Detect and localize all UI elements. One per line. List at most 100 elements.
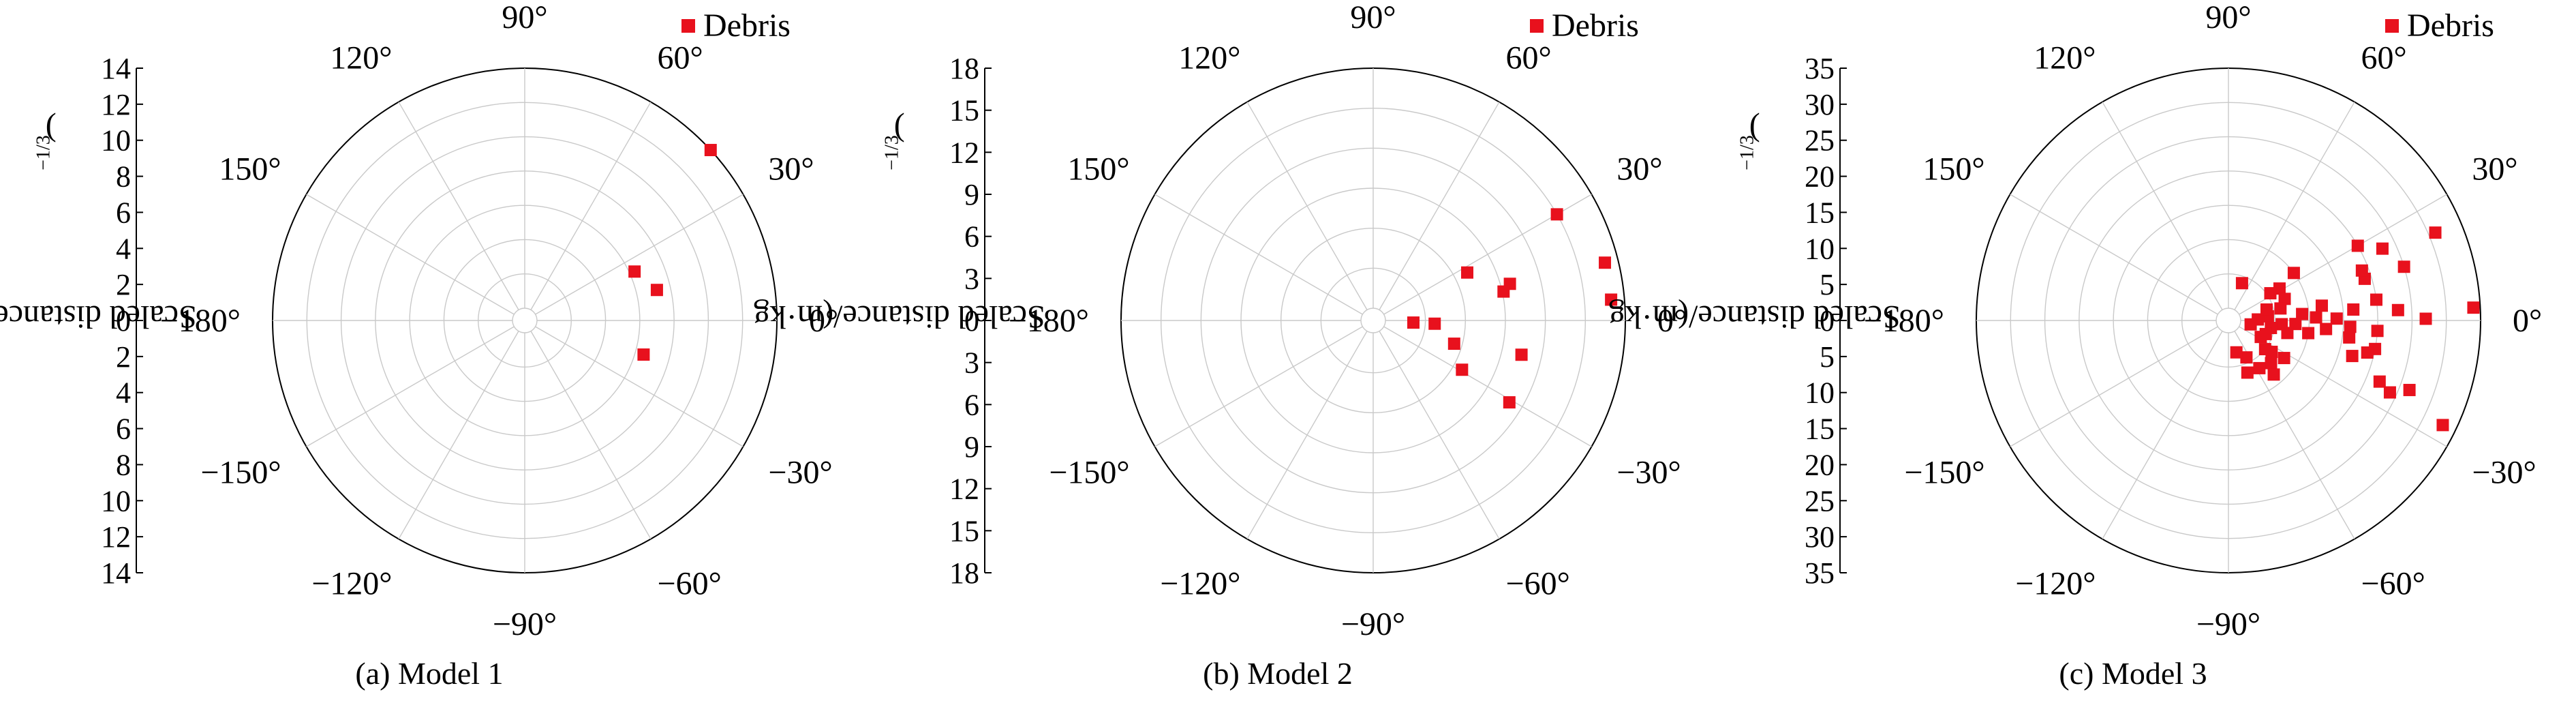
debris-point <box>2315 299 2328 312</box>
legend-label: Debris <box>1552 8 1639 44</box>
grid-spoke <box>1154 326 1363 447</box>
y-axis-label: Scaled distance/(m·kg−1/3) <box>0 112 197 335</box>
radius-tick-label: 6 <box>964 220 979 254</box>
debris-point <box>2267 368 2280 381</box>
legend-label: Debris <box>2407 8 2494 44</box>
radius-tick-label: 20 <box>1805 448 1835 481</box>
angle-tick-label: 150° <box>219 151 281 188</box>
legend: Debris <box>1530 5 1639 46</box>
debris-point <box>2240 351 2253 364</box>
angle-tick-label: −90° <box>2196 606 2260 642</box>
debris-point <box>2258 343 2271 356</box>
angle-tick-label: 0° <box>2513 303 2542 339</box>
radius-tick-label: 35 <box>1805 556 1835 590</box>
debris-point <box>2429 226 2442 239</box>
angle-tick-label: −150° <box>1904 455 1984 491</box>
grid-spoke <box>1246 102 1368 310</box>
angle-tick-label: −120° <box>311 565 392 601</box>
radius-tick-label: 8 <box>116 160 131 194</box>
angle-tick-label: −180° <box>1009 303 1089 339</box>
angle-tick-label: 60° <box>2361 40 2407 76</box>
debris-point <box>2264 287 2277 300</box>
radius-tick-label: 12 <box>101 520 131 554</box>
debris-point <box>2244 318 2257 331</box>
angle-tick-label: −30° <box>2472 455 2536 491</box>
radius-tick-label: 20 <box>1805 160 1835 194</box>
grid-spoke <box>306 326 515 447</box>
radius-tick-label: 6 <box>116 413 131 446</box>
debris-point <box>1605 293 1618 306</box>
debris-point <box>2371 325 2384 338</box>
grid-spoke <box>1154 194 1363 315</box>
debris-point <box>2373 375 2386 388</box>
debris-point <box>628 265 641 278</box>
angle-tick-label: −30° <box>1616 455 1681 491</box>
y-axis-label: Scaled distance/(m·kg−1/3) <box>1609 112 1901 335</box>
grid-ring <box>1360 308 1386 333</box>
legend-label: Debris <box>703 8 791 44</box>
radius-tick-label: 8 <box>116 448 131 481</box>
angle-tick-label: −60° <box>1506 565 1570 601</box>
grid-spoke <box>530 331 651 539</box>
debris-point <box>1503 396 1516 409</box>
debris-point <box>2241 366 2254 379</box>
radius-tick-label: 12 <box>101 88 131 121</box>
debris-point <box>2320 323 2333 335</box>
radius-tick-label: 25 <box>1805 124 1835 158</box>
debris-point <box>2467 301 2480 314</box>
radius-tick-label: 14 <box>101 556 131 590</box>
radius-tick-label: 15 <box>1805 196 1835 229</box>
angle-tick-label: 60° <box>1506 40 1552 76</box>
legend: Debris <box>2385 5 2494 46</box>
grid-spoke <box>1379 102 1500 310</box>
debris-point <box>2281 327 2294 340</box>
angle-tick-label: 30° <box>2472 151 2517 188</box>
radius-tick-label: 6 <box>116 196 131 229</box>
debris-point <box>637 348 650 361</box>
radius-tick-label: 10 <box>1805 376 1835 410</box>
debris-point <box>650 284 663 297</box>
debris-point <box>2310 311 2322 324</box>
legend-swatch <box>2385 19 2399 33</box>
debris-point <box>2383 386 2396 399</box>
angle-tick-label: 120° <box>1178 40 1240 76</box>
angle-tick-label: −150° <box>200 455 281 491</box>
angle-tick-label: −120° <box>1160 565 1240 601</box>
angle-tick-label: 120° <box>330 40 392 76</box>
debris-point <box>2351 239 2364 252</box>
grid-spoke <box>1246 331 1368 539</box>
angle-tick-label: 60° <box>658 40 703 76</box>
radius-tick-label: 14 <box>101 52 131 85</box>
panel-model-3: 90° 60° 30° 0° −30° −60° −90° −120° −150° −180° 15… <box>1609 0 2562 703</box>
angle-tick-label: 0° <box>809 303 838 339</box>
debris-point <box>2346 350 2359 363</box>
debris-point <box>2436 419 2449 432</box>
legend: Debris <box>681 5 791 46</box>
grid-spoke <box>398 331 519 539</box>
grid-spoke <box>2010 194 2218 315</box>
grid-spoke <box>1379 331 1500 539</box>
debris-point <box>1428 317 1441 330</box>
angle-tick-label: −60° <box>2361 565 2425 601</box>
grid-ring <box>2215 308 2241 333</box>
debris-point <box>2274 302 2287 315</box>
legend-swatch <box>681 19 695 33</box>
caption-model-3: (c) Model 3 <box>2059 656 2207 691</box>
angle-tick-label: −30° <box>768 455 832 491</box>
debris-point <box>2391 303 2404 316</box>
debris-point <box>2370 293 2383 306</box>
debris-point <box>2419 312 2432 325</box>
debris-point <box>2296 308 2309 320</box>
radius-tick-label: 9 <box>964 178 979 211</box>
debris-point <box>2287 267 2300 280</box>
grid-ring <box>512 308 538 333</box>
debris-point <box>1515 348 1528 361</box>
debris-point <box>2343 331 2356 344</box>
radius-tick-label: 0 <box>964 304 979 338</box>
grid-spoke <box>2102 331 2223 539</box>
angle-tick-label: 30° <box>1616 151 1662 188</box>
debris-point <box>1550 208 1563 221</box>
angle-tick-label: −90° <box>1341 606 1405 642</box>
radius-tick-label: 18 <box>949 556 979 590</box>
